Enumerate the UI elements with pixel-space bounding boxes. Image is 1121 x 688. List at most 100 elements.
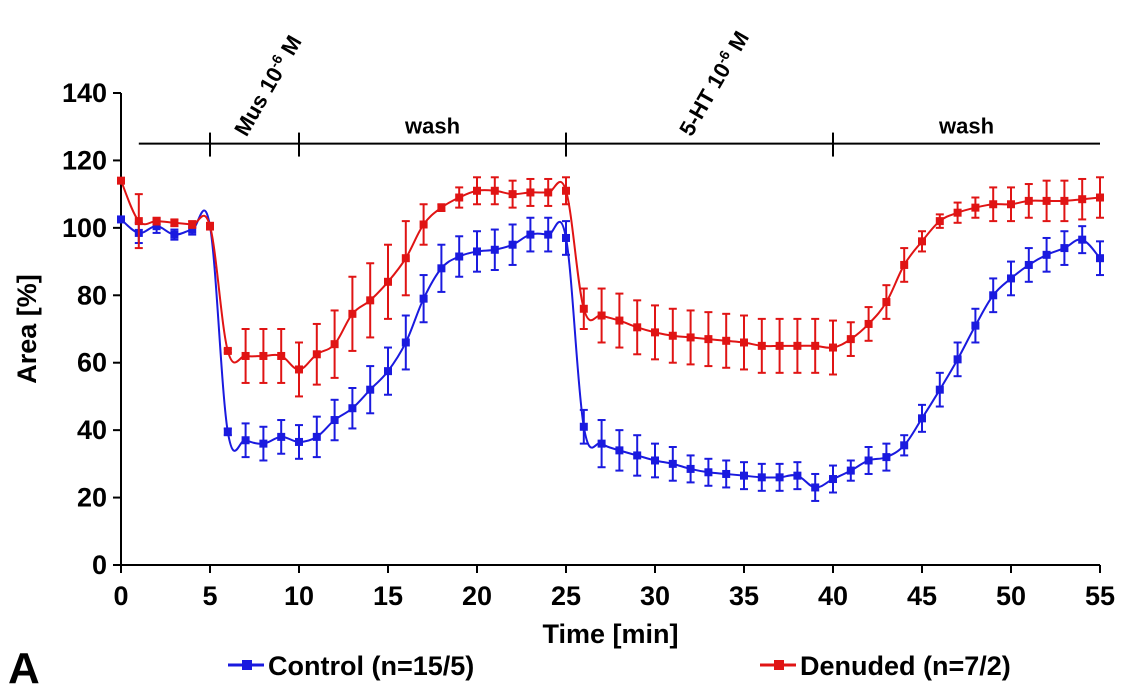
panel-letter: A <box>8 644 40 688</box>
data-point <box>918 237 926 246</box>
data-point <box>615 316 624 325</box>
data-point <box>793 471 802 480</box>
data-point <box>152 222 161 231</box>
data-point <box>971 321 980 330</box>
data-point <box>900 441 909 450</box>
data-point <box>170 230 179 239</box>
data-point <box>704 468 713 477</box>
data-point <box>544 230 553 239</box>
data-point <box>437 203 446 212</box>
data-point <box>241 351 250 360</box>
data-point <box>384 277 392 286</box>
data-point <box>686 464 695 473</box>
x-tick-label: 20 <box>462 581 492 611</box>
data-point <box>473 247 481 256</box>
data-point <box>188 225 197 234</box>
data-point <box>579 422 588 431</box>
data-point <box>490 245 499 254</box>
x-tick-label: 30 <box>640 581 670 611</box>
data-point <box>1096 193 1104 202</box>
data-point <box>793 341 802 350</box>
x-tick-label: 50 <box>996 581 1026 611</box>
data-point <box>312 432 321 441</box>
data-point <box>722 336 731 345</box>
data-point <box>775 341 784 350</box>
data-point <box>668 331 677 340</box>
data-point <box>348 404 357 413</box>
data-point <box>508 240 517 249</box>
data-point <box>704 335 713 344</box>
data-point <box>882 453 891 462</box>
y-tick-label: 120 <box>62 145 107 175</box>
data-point <box>526 188 535 197</box>
y-tick-label: 60 <box>77 348 107 378</box>
phase-label: 5-HT 10-6 M <box>673 26 754 140</box>
data-point <box>1060 196 1069 205</box>
y-tick-label: 20 <box>77 483 107 513</box>
data-point <box>882 298 891 307</box>
data-point <box>846 335 855 344</box>
data-point <box>437 264 446 273</box>
data-point <box>757 473 766 482</box>
legend-swatch-marker <box>242 660 252 670</box>
data-point <box>953 355 962 364</box>
data-point <box>1024 196 1033 205</box>
data-point <box>757 341 766 350</box>
data-point <box>989 200 998 209</box>
data-point <box>953 208 962 217</box>
legend-label: Denuded (n=7/2) <box>800 651 1011 681</box>
data-point <box>935 217 944 226</box>
data-point <box>152 217 161 226</box>
x-tick-label: 45 <box>907 581 937 611</box>
y-tick-label: 80 <box>77 280 107 310</box>
data-point <box>277 432 286 441</box>
x-tick-label: 55 <box>1085 581 1115 611</box>
data-point <box>971 203 980 212</box>
data-point <box>864 456 873 465</box>
data-point <box>668 459 677 468</box>
data-point <box>490 186 499 195</box>
data-point <box>473 186 481 195</box>
y-tick-label: 100 <box>62 213 107 243</box>
data-point <box>401 338 410 347</box>
data-point <box>1096 254 1104 263</box>
data-point <box>134 217 143 226</box>
data-point <box>633 323 642 332</box>
data-point <box>419 294 428 303</box>
y-tick-label: 40 <box>77 415 107 445</box>
data-point <box>633 451 642 460</box>
data-point <box>651 328 659 337</box>
data-point <box>295 437 303 446</box>
x-axis-title: Time [min] <box>542 619 678 649</box>
x-tick-label: 40 <box>818 581 848 611</box>
data-point <box>312 350 321 359</box>
data-point <box>330 416 339 425</box>
data-point <box>740 471 748 480</box>
x-tick-label: 15 <box>373 581 403 611</box>
data-point <box>384 367 392 376</box>
data-point <box>651 456 659 465</box>
data-point <box>1060 244 1069 253</box>
data-point <box>1024 260 1033 269</box>
data-point <box>348 309 357 318</box>
data-point <box>1078 195 1087 204</box>
data-point <box>864 319 873 328</box>
data-point <box>579 304 588 313</box>
data-point <box>455 193 464 202</box>
data-point <box>811 341 820 350</box>
y-tick-label: 140 <box>62 78 107 108</box>
legend-swatch-marker <box>774 660 784 670</box>
data-point <box>295 365 303 374</box>
x-tick-label: 25 <box>551 581 581 611</box>
y-axis-title: Area [%] <box>12 274 42 384</box>
data-point <box>241 436 250 445</box>
plot-area: 0 20 40 60 80 100 120 140 0 5 10 15 20 25 30 35 40 45 50 55… <box>12 26 1115 649</box>
data-point <box>811 483 820 492</box>
phase-label: wash <box>404 114 460 139</box>
data-point <box>1042 250 1051 259</box>
data-point <box>1007 274 1015 283</box>
x-tick-label: 0 <box>113 581 128 611</box>
legend: Control (n=15/5) Denuded (n=7/2) <box>228 651 1011 681</box>
data-point <box>419 220 428 229</box>
